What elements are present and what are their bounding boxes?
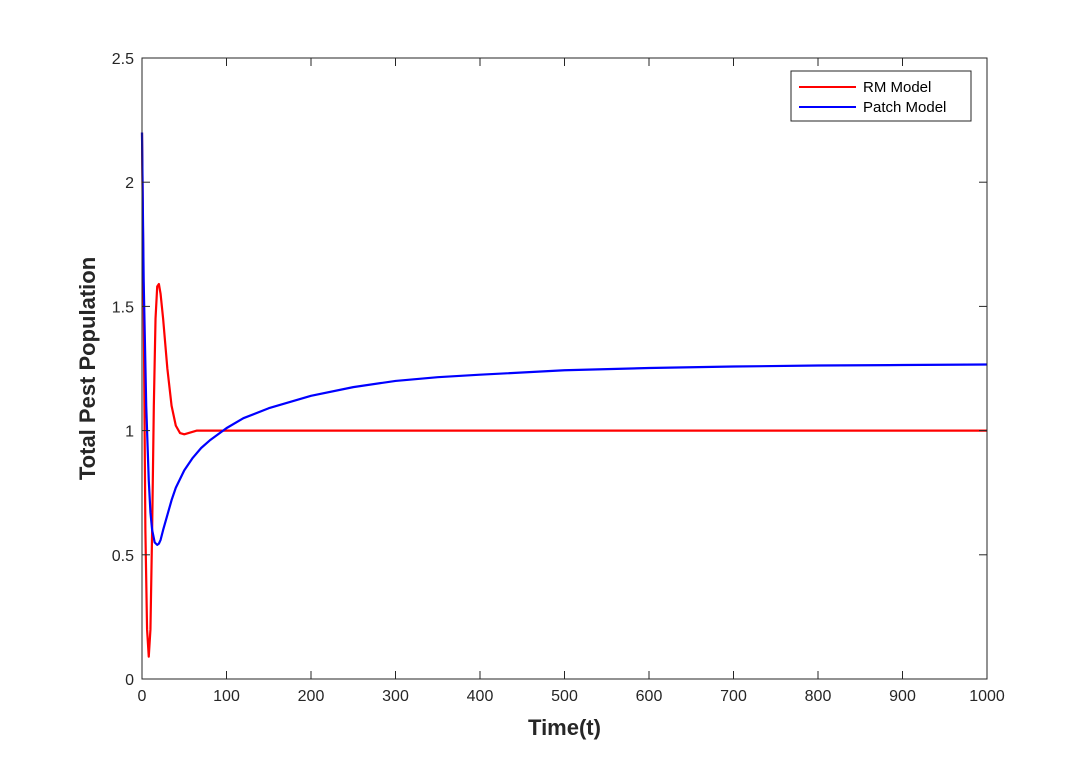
legend-box	[790, 70, 972, 122]
x-tick-label: 1000	[969, 688, 1005, 705]
x-axis-title: Time(t)	[528, 715, 601, 740]
series-layer	[140, 132, 988, 658]
y-tick-label: 1.5	[112, 299, 134, 316]
legend: RM Model Patch Model	[790, 70, 972, 122]
x-tick-label: 300	[382, 688, 409, 705]
series-line-patch-model	[140, 132, 988, 546]
x-tick-label: 800	[805, 688, 832, 705]
legend-label-patch-model: Patch Model	[863, 99, 946, 116]
y-axis-title: Total Pest Population	[75, 257, 100, 480]
plot-area	[142, 58, 987, 679]
axes-layer: 0 100 200 300 400 500 600 700 800 900 1000 0 0.5 1 1.5…	[112, 51, 1005, 705]
x-tick-label: 200	[298, 688, 325, 705]
x-tick-label: 100	[213, 688, 240, 705]
x-tick-label: 700	[720, 688, 747, 705]
x-tick-label: 500	[551, 688, 578, 705]
y-tick-label: 2.5	[112, 51, 134, 68]
series-line-rm-model	[140, 132, 987, 658]
y-tick-label: 1	[125, 424, 134, 441]
x-tick-label: 400	[467, 688, 494, 705]
x-tick-label: 600	[636, 688, 663, 705]
y-tick-label: 2	[125, 175, 134, 192]
x-tick-label: 900	[889, 688, 916, 705]
y-tick-label: 0.5	[112, 548, 134, 565]
x-tick-label: 0	[138, 688, 147, 705]
legend-label-rm-model: RM Model	[863, 79, 931, 96]
y-tick-label: 0	[125, 672, 134, 689]
